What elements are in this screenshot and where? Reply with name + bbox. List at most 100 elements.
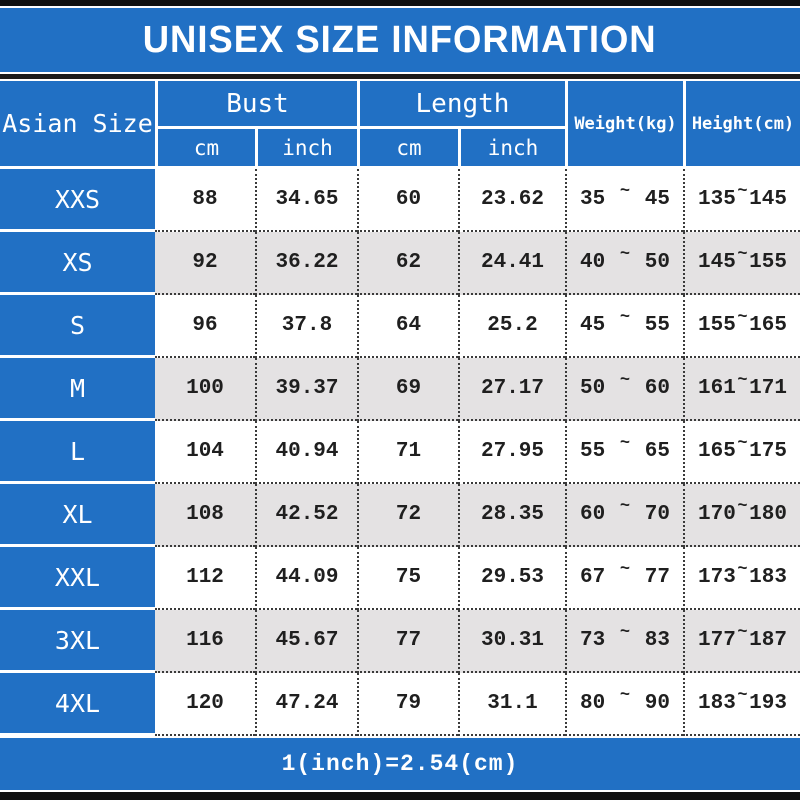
range-tilde: ~ <box>619 434 631 453</box>
length-inch-cell: 27.95 <box>458 421 565 484</box>
bust-inch-cell: 42.52 <box>255 484 357 547</box>
table-row: XXS 88 34.65 60 23.62 35 ~ 45 135 ~ 145 <box>0 169 800 232</box>
height-max: 180 <box>749 503 787 526</box>
weight-range-cell: 35 ~ 45 <box>565 169 683 232</box>
bust-inch-cell: 44.09 <box>255 547 357 610</box>
length-inch-cell: 30.31 <box>458 610 565 673</box>
weight-max: 70 <box>644 503 670 526</box>
height-max: 165 <box>749 314 787 337</box>
size-cell: XS <box>0 232 155 295</box>
height-max: 171 <box>749 377 787 400</box>
size-cell: S <box>0 295 155 358</box>
height-max: 155 <box>749 251 787 274</box>
size-cell: XXS <box>0 169 155 232</box>
height-range-cell: 155 ~ 165 <box>683 295 800 358</box>
weight-range-cell: 60 ~ 70 <box>565 484 683 547</box>
height-min: 145 <box>698 251 736 274</box>
bust-cm-cell: 116 <box>155 610 255 673</box>
length-cm-cell: 72 <box>357 484 458 547</box>
bust-cm-cell: 100 <box>155 358 255 421</box>
bust-cm-cell: 120 <box>155 673 255 736</box>
weight-min: 60 <box>580 503 606 526</box>
banner-divider <box>0 74 800 79</box>
weight-min: 50 <box>580 377 606 400</box>
weight-max: 60 <box>644 377 670 400</box>
conversion-footer: 1(inch)=2.54(cm) <box>0 738 800 790</box>
height-range-cell: 145 ~ 155 <box>683 232 800 295</box>
weight-max: 55 <box>644 314 670 337</box>
table-row: 4XL 120 47.24 79 31.1 80 ~ 90 183 ~ 193 <box>0 673 800 736</box>
bust-cm-cell: 96 <box>155 295 255 358</box>
bust-cm-cell: 104 <box>155 421 255 484</box>
weight-min: 35 <box>580 188 606 211</box>
weight-range-cell: 55 ~ 65 <box>565 421 683 484</box>
table-row: 3XL 116 45.67 77 30.31 73 ~ 83 177 ~ 187 <box>0 610 800 673</box>
height-range-cell: 183 ~ 193 <box>683 673 800 736</box>
height-min: 165 <box>698 440 736 463</box>
weight-min: 45 <box>580 314 606 337</box>
bust-inch-cell: 34.65 <box>255 169 357 232</box>
height-max: 193 <box>749 692 787 715</box>
length-cm-cell: 75 <box>357 547 458 610</box>
size-cell: XXL <box>0 547 155 610</box>
table-row: L 104 40.94 71 27.95 55 ~ 65 165 ~ 175 <box>0 421 800 484</box>
range-tilde: ~ <box>737 560 748 579</box>
size-cell: L <box>0 421 155 484</box>
title-banner: UNISEX SIZE INFORMATION <box>0 8 800 72</box>
header-asian-size: Asian Size <box>0 81 155 166</box>
length-inch-cell: 23.62 <box>458 169 565 232</box>
table-body: XXS 88 34.65 60 23.62 35 ~ 45 135 ~ 145 … <box>0 169 800 736</box>
bust-inch-cell: 37.8 <box>255 295 357 358</box>
weight-min: 55 <box>580 440 606 463</box>
table-row: M 100 39.37 69 27.17 50 ~ 60 161 ~ 171 <box>0 358 800 421</box>
weight-min: 73 <box>580 629 606 652</box>
height-max: 175 <box>749 440 787 463</box>
height-range-cell: 135 ~ 145 <box>683 169 800 232</box>
weight-max: 65 <box>644 440 670 463</box>
height-min: 173 <box>698 566 736 589</box>
table-row: XL 108 42.52 72 28.35 60 ~ 70 170 ~ 180 <box>0 484 800 547</box>
length-cm-cell: 77 <box>357 610 458 673</box>
weight-range-cell: 50 ~ 60 <box>565 358 683 421</box>
length-inch-cell: 28.35 <box>458 484 565 547</box>
range-tilde: ~ <box>737 182 748 201</box>
height-range-cell: 170 ~ 180 <box>683 484 800 547</box>
height-min: 170 <box>698 503 736 526</box>
range-tilde: ~ <box>619 182 631 201</box>
height-range-cell: 161 ~ 171 <box>683 358 800 421</box>
range-tilde: ~ <box>737 245 748 264</box>
height-max: 145 <box>749 188 787 211</box>
weight-max: 50 <box>644 251 670 274</box>
top-border-bar <box>0 0 800 6</box>
table-header: Asian Size Bust Length Weight(kg) Height… <box>0 81 800 166</box>
range-tilde: ~ <box>619 686 631 705</box>
conversion-note: 1(inch)=2.54(cm) <box>281 751 519 777</box>
size-cell: 3XL <box>0 610 155 673</box>
table-row: XS 92 36.22 62 24.41 40 ~ 50 145 ~ 155 <box>0 232 800 295</box>
bust-cm-cell: 88 <box>155 169 255 232</box>
weight-min: 40 <box>580 251 606 274</box>
header-height: Height(cm) <box>683 81 800 166</box>
weight-min: 80 <box>580 692 606 715</box>
height-range-cell: 165 ~ 175 <box>683 421 800 484</box>
height-range-cell: 177 ~ 187 <box>683 610 800 673</box>
length-inch-cell: 25.2 <box>458 295 565 358</box>
weight-range-cell: 40 ~ 50 <box>565 232 683 295</box>
weight-max: 90 <box>644 692 670 715</box>
size-cell: XL <box>0 484 155 547</box>
length-cm-cell: 64 <box>357 295 458 358</box>
size-cell: 4XL <box>0 673 155 736</box>
range-tilde: ~ <box>737 623 748 642</box>
length-cm-cell: 60 <box>357 169 458 232</box>
height-range-cell: 173 ~ 183 <box>683 547 800 610</box>
weight-range-cell: 80 ~ 90 <box>565 673 683 736</box>
length-cm-cell: 69 <box>357 358 458 421</box>
height-min: 155 <box>698 314 736 337</box>
range-tilde: ~ <box>619 497 631 516</box>
range-tilde: ~ <box>737 434 748 453</box>
header-weight: Weight(kg) <box>565 81 683 166</box>
header-length-cm: cm <box>357 129 458 166</box>
range-tilde: ~ <box>619 560 631 579</box>
page-title: UNISEX SIZE INFORMATION <box>143 18 657 61</box>
